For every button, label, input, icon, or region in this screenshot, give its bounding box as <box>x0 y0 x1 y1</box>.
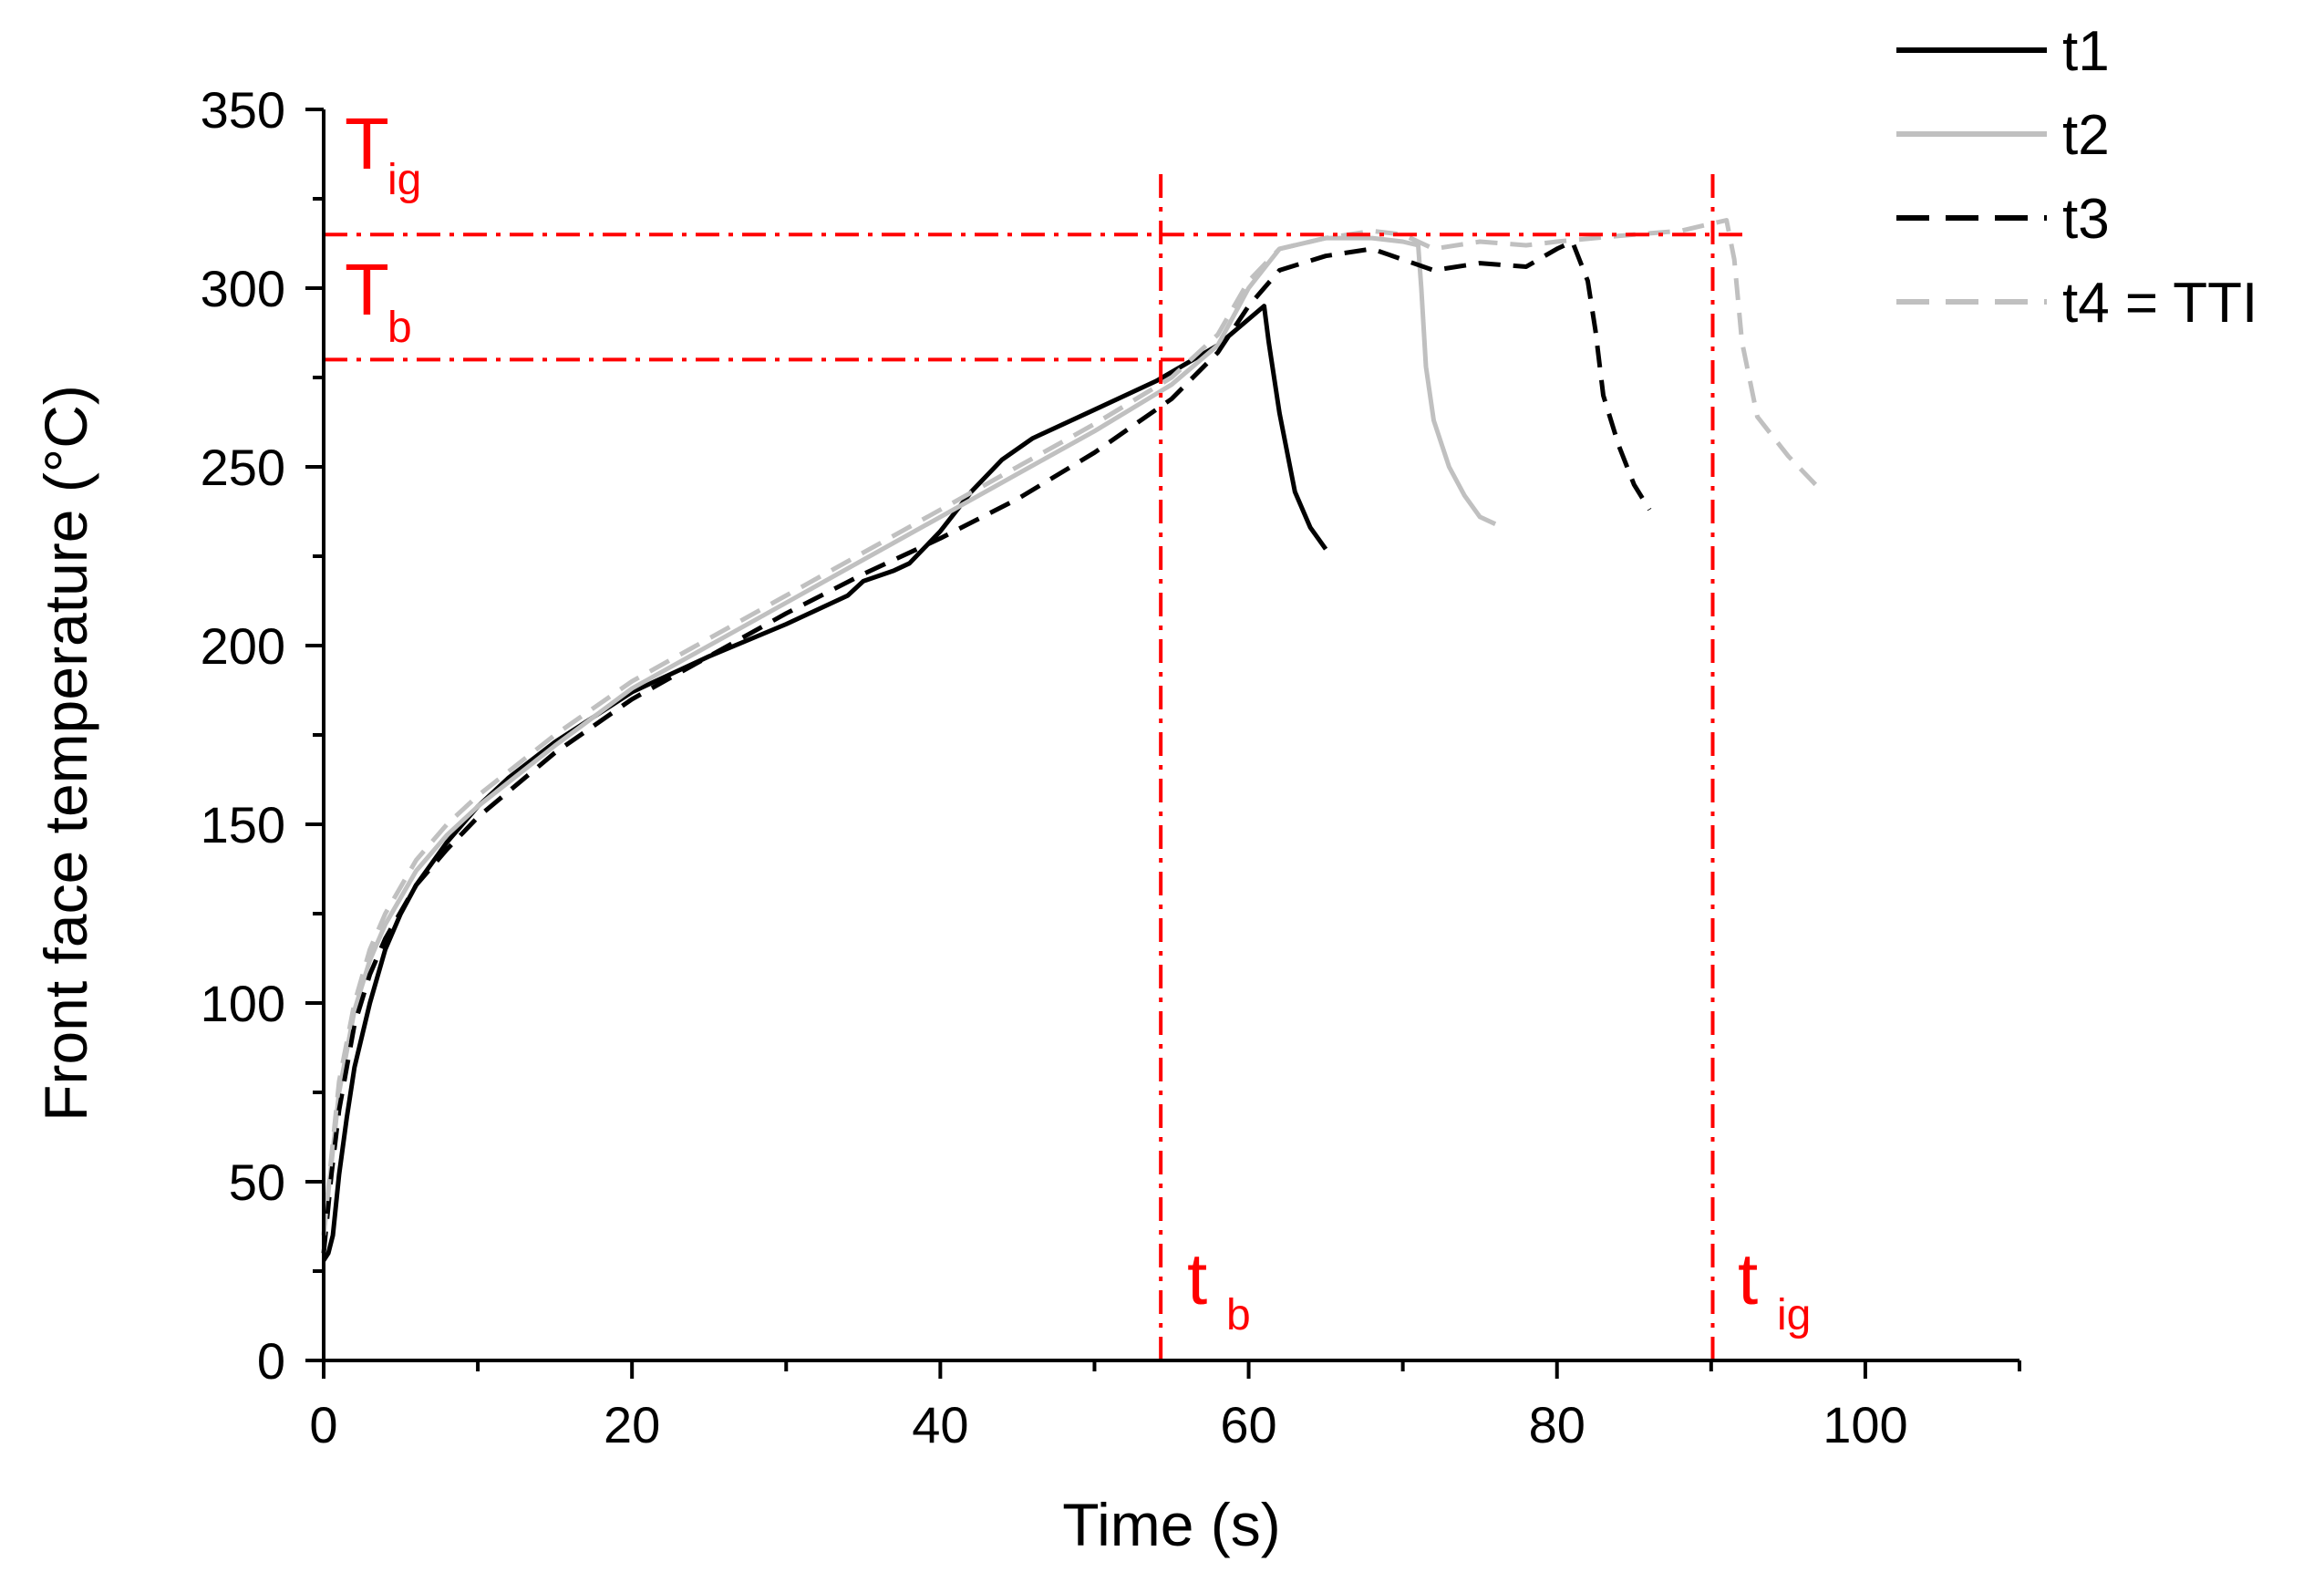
y-tick-label: 100 <box>201 975 285 1032</box>
x-tick-label: 40 <box>912 1396 968 1453</box>
y-tick-label: 200 <box>201 617 285 675</box>
series-line-2 <box>321 235 1497 1236</box>
y-tick-label: 50 <box>229 1153 285 1211</box>
legend-label-3: t3 <box>2062 188 2110 251</box>
x-tick-label: 0 <box>309 1396 337 1453</box>
reference-label-4: t <box>1738 1238 1758 1319</box>
y-tick-label: 350 <box>201 81 285 139</box>
reference-label-subscript-2: b <box>387 304 412 352</box>
y-tick-label: 0 <box>257 1332 285 1390</box>
reference-label-2: T <box>345 249 389 330</box>
series-layer <box>321 218 1822 1262</box>
legend: t1 t2 t3 t4 = TTI <box>1896 20 2257 335</box>
legend-label-1: t1 <box>2062 20 2110 83</box>
series-line-4 <box>321 218 1822 1236</box>
reference-label-subscript-1: ig <box>387 156 421 204</box>
reference-label-1: T <box>345 103 389 184</box>
legend-label-4: t4 = TTI <box>2062 272 2257 335</box>
series-line-1 <box>321 304 1328 1262</box>
x-tick-label: 80 <box>1529 1396 1585 1453</box>
x-tick-label: 60 <box>1220 1396 1276 1453</box>
x-tick-label: 100 <box>1823 1396 1907 1453</box>
x-tick-label: 20 <box>604 1396 660 1453</box>
y-tick-label: 250 <box>201 439 285 496</box>
x-axis-title: Time (s) <box>1062 1491 1281 1558</box>
y-tick-label: 150 <box>201 796 285 853</box>
series-line-3 <box>321 239 1652 1254</box>
reference-label-subscript-3: b <box>1226 1291 1251 1339</box>
y-axis-title: Front face temperature (°C) <box>32 385 99 1122</box>
axes: 0 20 40 60 80 100 0 50 100 150 200 250 300 350 Time (s… <box>32 81 2021 1558</box>
y-tick-label: 300 <box>201 260 285 317</box>
legend-label-2: t2 <box>2062 104 2110 167</box>
reference-label-3: t <box>1187 1238 1207 1319</box>
reference-label-subscript-4: ig <box>1777 1291 1811 1339</box>
